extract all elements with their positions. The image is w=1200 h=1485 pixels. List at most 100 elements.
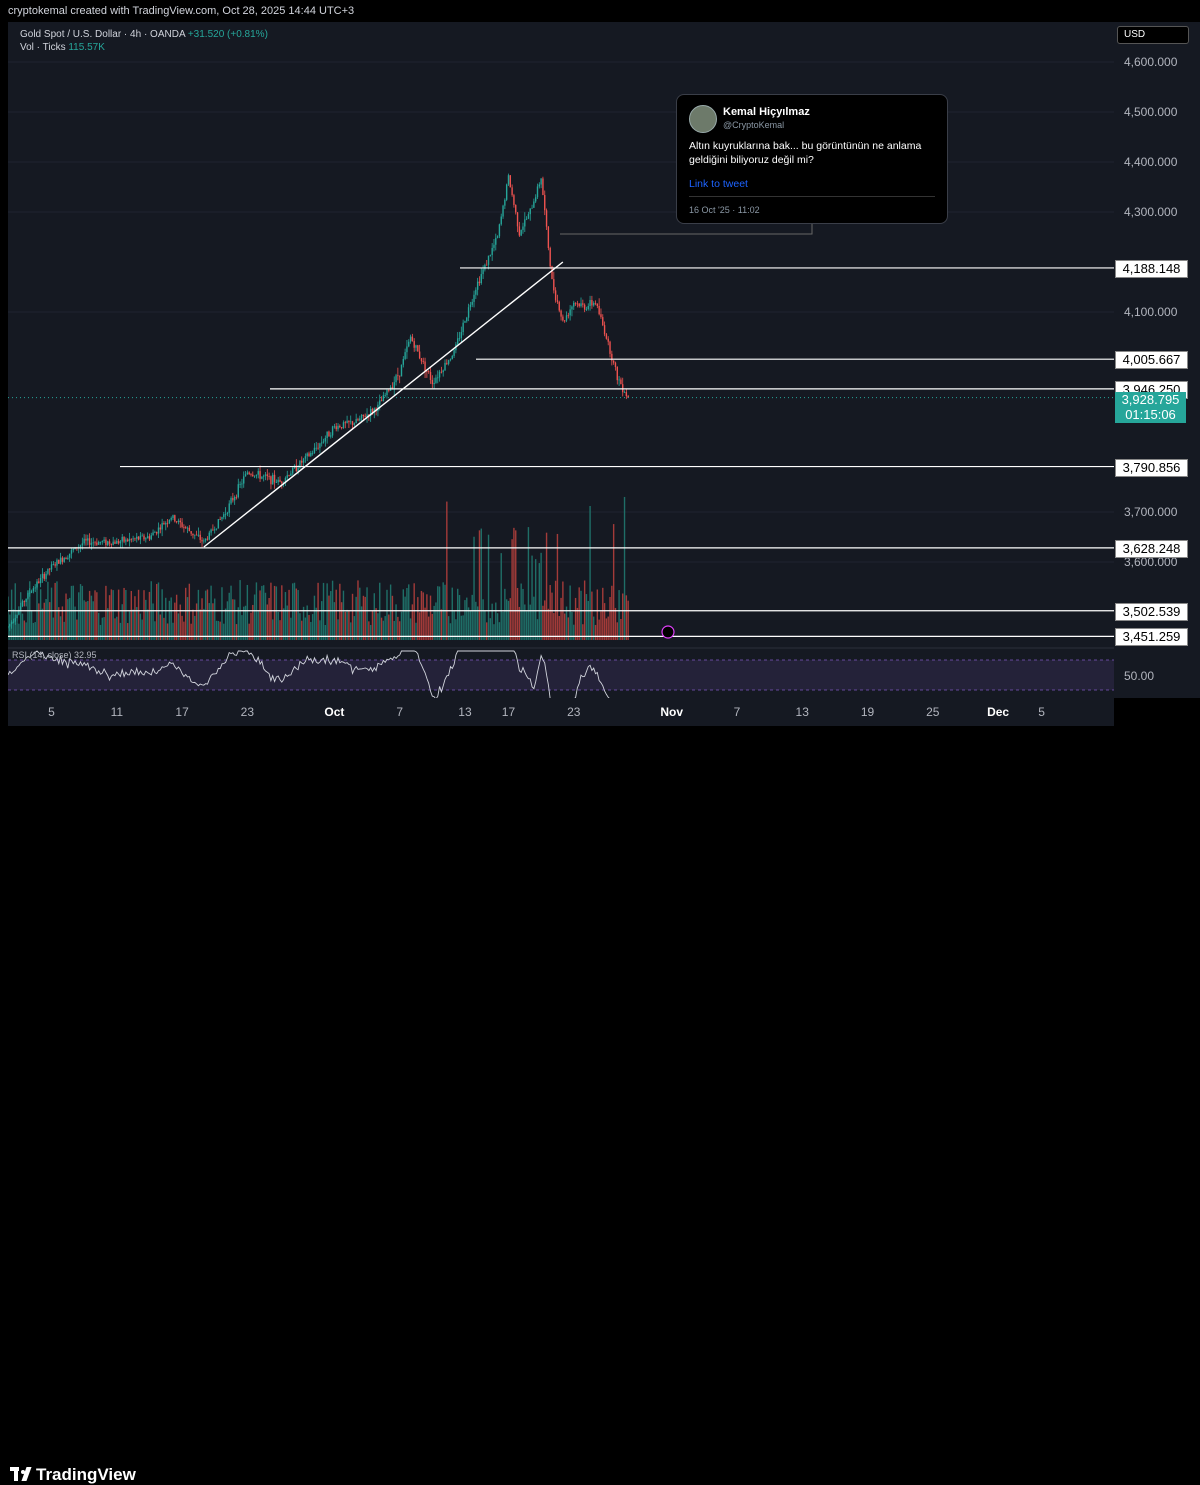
candle-body	[137, 536, 140, 540]
volume-bar	[449, 623, 452, 640]
volume-bar	[620, 618, 622, 640]
volume-bar	[340, 602, 343, 640]
candle-body	[185, 527, 187, 529]
candle-body	[587, 305, 589, 309]
volume-bar	[148, 591, 151, 640]
candle-body	[110, 543, 113, 545]
volume-bar	[70, 585, 73, 640]
chart-pane[interactable]: RSI (14, close) 32.95 Gold Spot / U.S. D…	[8, 22, 1114, 698]
volume-bar	[478, 530, 481, 640]
volume-bar	[603, 603, 606, 640]
volume-bar	[233, 599, 236, 640]
volume-bar	[444, 584, 446, 640]
rsi-axis-label: 50.00	[1124, 669, 1154, 683]
tweet-link[interactable]: Link to tweet	[689, 178, 748, 190]
volume-bar	[32, 622, 35, 640]
candle-body	[616, 367, 618, 381]
candle-body	[603, 325, 606, 335]
candle-body	[516, 212, 519, 227]
time-tick-label: 19	[861, 705, 875, 719]
time-axis[interactable]: 5 11 17 23 Oct 7 13 17 23 Nov 7 13 19 25 Dec 5	[8, 698, 1114, 726]
candle-body	[600, 314, 602, 318]
volume-bar	[544, 600, 546, 640]
volume-bar	[391, 595, 394, 640]
candle-body	[83, 538, 85, 544]
volume-bar	[8, 596, 9, 640]
time-tick-label: 7	[734, 705, 741, 719]
candle-body	[165, 523, 167, 525]
volume-bar	[74, 606, 76, 640]
volume-bar	[366, 587, 368, 640]
candle-body	[262, 475, 265, 477]
candle-body	[297, 467, 299, 472]
candle-body	[302, 458, 305, 463]
volume-bar	[146, 609, 149, 640]
volume-bar	[228, 592, 230, 640]
symbol-legend: Gold Spot / U.S. Dollar · 4h · OANDA +31…	[20, 28, 268, 41]
volume-bar	[426, 594, 428, 640]
candle-body	[197, 534, 200, 536]
candle-body	[96, 542, 98, 545]
candle-body	[235, 496, 238, 498]
candle-body	[326, 431, 328, 439]
volume-bar	[117, 589, 120, 640]
candle-body	[567, 315, 570, 317]
volume-bar	[585, 594, 588, 640]
volume-bar	[59, 616, 62, 640]
volume-bar	[81, 585, 84, 640]
candle-body	[591, 299, 593, 306]
volume-bar	[542, 605, 544, 640]
volume-bar	[582, 624, 584, 640]
volume-bar	[589, 505, 591, 640]
candle-body	[340, 427, 343, 429]
volume-bar	[310, 621, 312, 640]
candle-body	[108, 541, 111, 544]
volume-bar	[125, 590, 127, 640]
candle-body	[440, 371, 443, 373]
candle-body	[589, 299, 591, 306]
candle-body	[125, 539, 127, 542]
volume-bar	[257, 611, 259, 640]
candle-body	[562, 316, 564, 321]
currency-button[interactable]: USD	[1117, 26, 1189, 44]
volume-bar	[201, 598, 203, 640]
volume-bar	[574, 597, 577, 640]
volume-label: Vol · Ticks	[20, 42, 66, 53]
volume-bar	[406, 588, 408, 640]
volume-bar	[194, 615, 196, 640]
volume-bar	[221, 587, 223, 640]
volume-bar	[107, 608, 109, 640]
volume-bar	[293, 582, 296, 640]
candle-body	[208, 532, 210, 540]
volume-bar	[507, 600, 510, 640]
candle-body	[159, 527, 162, 530]
candle-body	[41, 573, 44, 578]
volume-bar	[206, 589, 209, 640]
candle-body	[310, 453, 312, 456]
price-chart-svg[interactable]: RSI (14, close) 32.95	[8, 22, 1114, 698]
candle-body	[594, 303, 597, 304]
volume-bar	[288, 589, 290, 640]
candle-body	[482, 269, 484, 275]
candle-body	[379, 400, 381, 405]
volume-bar	[237, 607, 239, 640]
candle-body	[272, 474, 274, 485]
volume-bar	[45, 598, 47, 640]
candle-body	[618, 379, 620, 381]
volume-bar	[275, 586, 278, 640]
candle-body	[391, 387, 394, 389]
volume-bar	[496, 613, 499, 640]
tweet-text: Altın kuyruklarına bak... bu görüntünün …	[689, 140, 922, 166]
candle-body	[201, 539, 203, 542]
volume-bar	[393, 620, 395, 640]
candle-body	[252, 474, 254, 477]
volume-bar	[386, 589, 388, 640]
volume-bar	[301, 620, 303, 640]
volume-bar	[553, 613, 555, 640]
candle-body	[447, 360, 450, 364]
volume-bar	[97, 612, 100, 640]
volume-bar	[85, 601, 87, 640]
candle-body	[393, 382, 395, 389]
candle-body	[94, 542, 96, 544]
volume-bar	[342, 590, 345, 640]
